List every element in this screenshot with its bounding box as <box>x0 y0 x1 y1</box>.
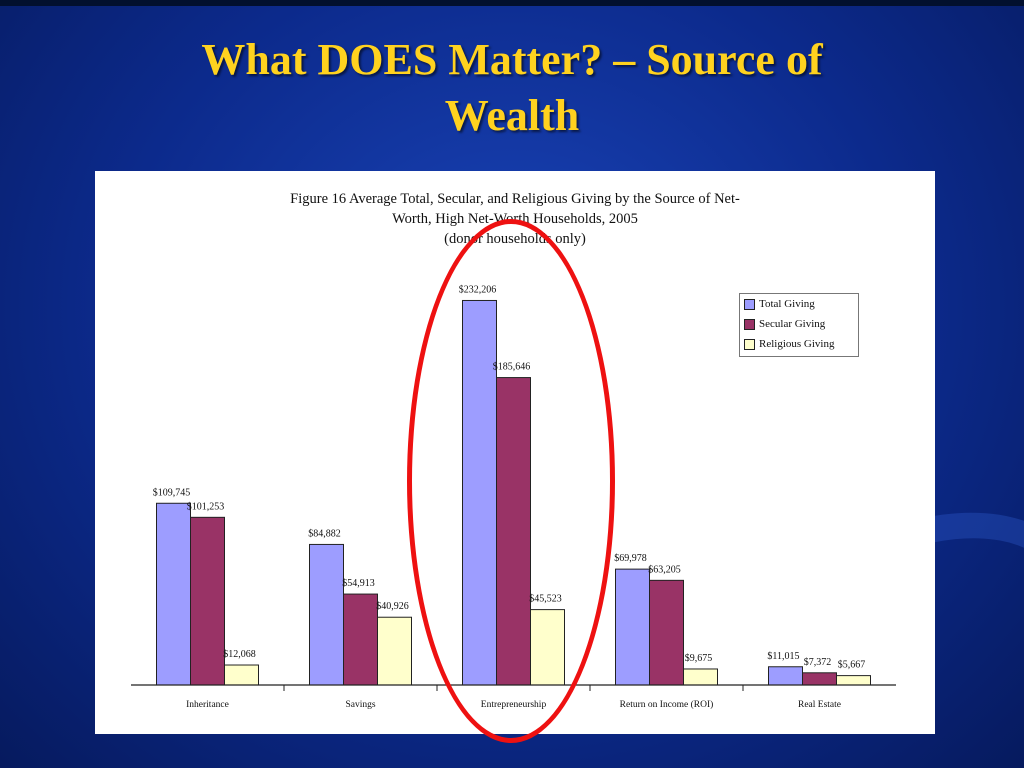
chart-title-line-2: Worth, High Net-Worth Households, 2005 <box>392 211 638 227</box>
legend-swatch-religious <box>744 338 755 350</box>
bar-total-3 <box>615 568 650 686</box>
slide-title-line-1: What DOES Matter? – Source of <box>201 35 823 84</box>
data-label-1-4: $7,372 <box>804 657 832 668</box>
data-label-2-0: $12,068 <box>223 649 256 660</box>
bar-religious-0 <box>224 664 259 686</box>
legend-label-religious: Religious Giving <box>759 338 835 350</box>
bar-religious-1 <box>377 616 412 686</box>
bar-secular-3 <box>649 579 684 686</box>
bar-secular-2 <box>496 377 531 686</box>
data-label-0-1: $84,882 <box>308 528 341 539</box>
data-label-2-1: $40,926 <box>376 601 409 612</box>
data-label-0-2: $232,206 <box>459 284 497 295</box>
bar-religious-2 <box>530 609 565 686</box>
chart-panel: Figure 16 Average Total, Secular, and Re… <box>95 171 935 734</box>
data-label-0-3: $69,978 <box>614 553 647 564</box>
data-label-2-2: $45,523 <box>529 594 562 605</box>
data-label-2-4: $5,667 <box>838 660 866 671</box>
legend-item-secular: Secular Giving <box>740 314 858 334</box>
bar-total-0 <box>156 502 191 686</box>
data-label-1-0: $101,253 <box>187 501 225 512</box>
category-label-1: Savings <box>345 700 375 710</box>
bar-total-2 <box>462 299 497 686</box>
bar-religious-4 <box>836 675 871 686</box>
category-label-4: Real Estate <box>798 700 841 710</box>
bar-religious-3 <box>683 668 718 686</box>
legend-item-religious: Religious Giving <box>740 334 858 354</box>
data-label-1-3: $63,205 <box>648 564 681 575</box>
top-bar <box>0 0 1024 6</box>
category-label-2: Entrepreneurship <box>481 700 547 710</box>
legend-item-total: Total Giving <box>740 294 858 314</box>
chart-title-line-3: (donor households only) <box>444 231 586 247</box>
category-label-3: Return on Income (ROI) <box>620 699 714 710</box>
chart-title-line-1: Figure 16 Average Total, Secular, and Re… <box>290 191 740 207</box>
chart-title: Figure 16 Average Total, Secular, and Re… <box>175 189 855 249</box>
bar-secular-0 <box>190 516 225 686</box>
category-label-0: Inheritance <box>186 700 229 710</box>
bar-secular-4 <box>802 672 837 686</box>
data-label-1-1: $54,913 <box>342 578 375 589</box>
slide-title: What DOES Matter? – Source of Wealth <box>60 32 964 144</box>
data-label-1-2: $185,646 <box>493 362 531 373</box>
legend-swatch-secular <box>744 318 755 330</box>
slide-title-line-2: Wealth <box>444 91 580 140</box>
legend-swatch-total <box>744 298 755 310</box>
bar-chart: $109,745 $101,253 $12,068 Inheritance $84,88… <box>131 284 896 710</box>
data-label-0-0: $109,745 <box>153 487 191 498</box>
bar-secular-1 <box>343 593 378 686</box>
bar-total-4 <box>768 666 803 686</box>
data-label-0-4: $11,015 <box>767 651 799 662</box>
data-label-2-3: $9,675 <box>685 653 713 664</box>
chart-legend: Total Giving Secular Giving Religious Gi… <box>739 293 859 357</box>
legend-label-secular: Secular Giving <box>759 318 826 330</box>
bar-total-1 <box>309 543 344 686</box>
legend-label-total: Total Giving <box>759 298 815 310</box>
